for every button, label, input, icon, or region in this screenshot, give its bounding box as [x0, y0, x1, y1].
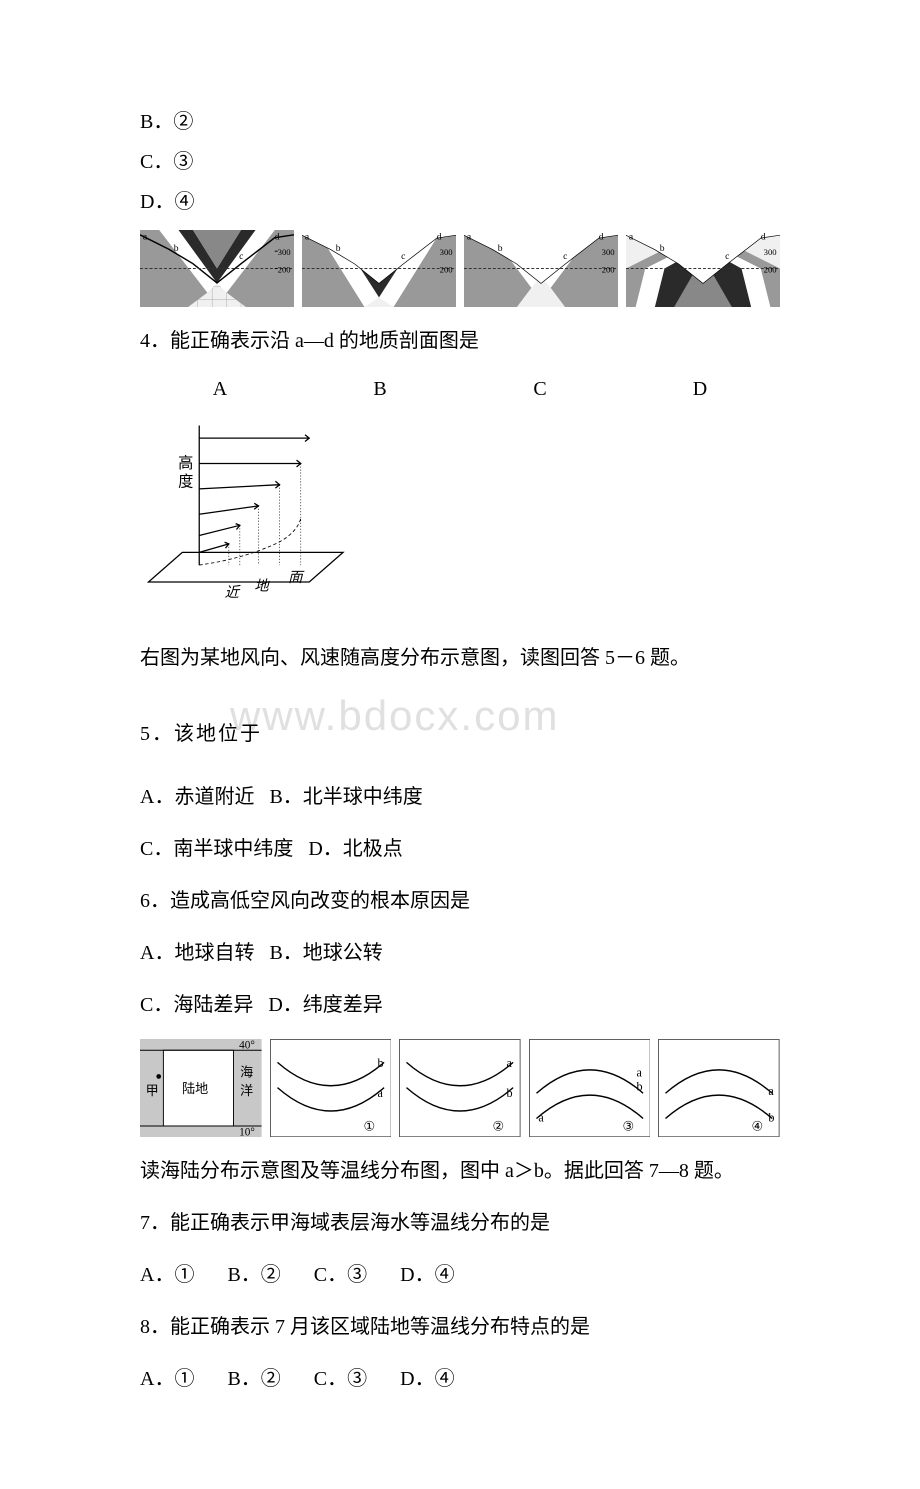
- svg-text:c: c: [239, 251, 243, 262]
- q8-opt-a: A．①: [140, 1368, 194, 1390]
- svg-text:d: d: [599, 232, 604, 243]
- wind-figure-caption: 右图为某地风向、风速随高度分布示意图，读图回答 5－6 题。: [140, 640, 780, 676]
- question-6-stem: 6．造成高低空风向改变的根本原因是: [140, 883, 780, 919]
- svg-text:a: a: [629, 232, 634, 243]
- geology-diagram-4: a b c d 300 200: [626, 230, 780, 307]
- svg-text:a: a: [143, 232, 148, 243]
- q8-opt-b: B．②: [227, 1368, 280, 1390]
- svg-text:近: 近: [225, 584, 242, 601]
- svg-text:a: a: [377, 1086, 383, 1100]
- svg-text:a: a: [538, 1111, 544, 1125]
- svg-text:a: a: [507, 1056, 513, 1070]
- svg-text:高: 高: [178, 455, 193, 472]
- svg-text:d: d: [761, 232, 766, 243]
- answer-option-b: B．②: [140, 104, 780, 140]
- svg-text:d: d: [275, 232, 280, 243]
- q8-opt-c: C．③: [314, 1368, 367, 1390]
- svg-text:洋: 洋: [240, 1083, 253, 1098]
- svg-text:地: 地: [254, 577, 270, 594]
- q6-opt-a: A．地球自转: [140, 942, 254, 964]
- svg-text:200: 200: [278, 264, 291, 274]
- svg-text:面: 面: [288, 570, 305, 586]
- svg-text:300: 300: [278, 247, 291, 257]
- svg-text:d: d: [437, 232, 442, 243]
- q5-opt-d: D．北极点: [308, 838, 402, 860]
- svg-text:200: 200: [764, 264, 777, 274]
- question-8-stem: 8．能正确表示 7 月该区域陆地等温线分布特点的是: [140, 1309, 780, 1345]
- svg-text:b: b: [174, 243, 179, 254]
- q5-options-line2: C．南半球中纬度 D．北极点: [140, 831, 780, 867]
- question-5-stem: 5．该地位于: [140, 723, 262, 745]
- question-7-stem: 7．能正确表示甲海域表层海水等温线分布的是: [140, 1205, 780, 1241]
- isotherm-panel-2: a b ②: [399, 1039, 521, 1137]
- svg-text:a: a: [305, 232, 310, 243]
- q7-opt-b: B．②: [227, 1264, 280, 1286]
- svg-text:度: 度: [178, 473, 193, 490]
- sea-land-map: 甲 陆地 海 洋 40° 10°: [140, 1039, 262, 1137]
- q6-opt-b: B．地球公转: [269, 942, 382, 964]
- svg-text:③: ③: [622, 1119, 634, 1134]
- q7-opt-d: D．④: [400, 1264, 454, 1286]
- svg-text:陆地: 陆地: [182, 1081, 208, 1096]
- isotherm-panel-3: a b a ③: [529, 1039, 651, 1137]
- svg-text:①: ①: [363, 1119, 375, 1134]
- q8-options: A．① B．② C．③ D．④: [140, 1361, 780, 1397]
- answer-option-d: D．④: [140, 184, 780, 220]
- q5-opt-a: A．赤道附近: [140, 786, 254, 808]
- svg-text:④: ④: [752, 1119, 764, 1134]
- svg-text:300: 300: [764, 247, 777, 257]
- answer-option-c: C．③: [140, 144, 780, 180]
- isotherm-panel-4: a b ④: [658, 1039, 780, 1137]
- svg-text:10°: 10°: [239, 1127, 255, 1138]
- question-5-stem-with-watermark: www.bdocx.com 5．该地位于: [140, 688, 780, 764]
- isotherm-row: 甲 陆地 海 洋 40° 10° b a ① a b ②: [140, 1039, 780, 1137]
- geology-diagram-row: a b c d 300 200 a b c d 300 200: [140, 230, 780, 307]
- q5-opt-c: C．南半球中纬度: [140, 838, 293, 860]
- svg-text:b: b: [377, 1056, 383, 1070]
- isotherm-panel-1: b a ①: [270, 1039, 392, 1137]
- q6-options-line2: C．海陆差异 D．纬度差异: [140, 987, 780, 1023]
- q4-label-a: A: [140, 371, 300, 407]
- q4-label-c: C: [460, 371, 620, 407]
- question-4-text: 4．能正确表示沿 a—d 的地质剖面图是: [140, 323, 780, 359]
- svg-text:b: b: [636, 1080, 642, 1094]
- svg-text:b: b: [336, 243, 341, 254]
- wind-height-figure: 高 度 近 地 面: [140, 417, 780, 624]
- q7-opt-a: A．①: [140, 1264, 194, 1286]
- q8-opt-d: D．④: [400, 1368, 454, 1390]
- q4-label-d: D: [620, 371, 780, 407]
- q4-label-b: B: [300, 371, 460, 407]
- svg-text:c: c: [725, 251, 729, 262]
- q5-options-line1: A．赤道附近 B．北半球中纬度: [140, 779, 780, 815]
- svg-text:c: c: [401, 251, 405, 262]
- geology-diagram-2: a b c d 300 200: [302, 230, 456, 307]
- svg-text:b: b: [769, 1111, 775, 1125]
- svg-text:a: a: [636, 1066, 642, 1080]
- q7-options: A．① B．② C．③ D．④: [140, 1257, 780, 1293]
- svg-text:40°: 40°: [239, 1040, 255, 1052]
- svg-text:b: b: [498, 243, 503, 254]
- watermark-text: www.bdocx.com: [230, 678, 559, 754]
- svg-text:②: ②: [493, 1119, 505, 1134]
- geology-diagram-3: a b c d 300 200: [464, 230, 618, 307]
- svg-text:a: a: [769, 1084, 775, 1098]
- svg-text:甲: 甲: [146, 1083, 159, 1098]
- svg-text:海: 海: [240, 1065, 253, 1080]
- q6-opt-c: C．海陆差异: [140, 994, 253, 1016]
- q6-options-line1: A．地球自转 B．地球公转: [140, 935, 780, 971]
- q5-opt-b: B．北半球中纬度: [269, 786, 422, 808]
- svg-text:c: c: [563, 251, 567, 262]
- svg-text:b: b: [507, 1086, 513, 1100]
- geology-diagram-1: a b c d 300 200: [140, 230, 294, 307]
- isotherm-caption: 读海陆分布示意图及等温线分布图，图中 a＞b。据此回答 7—8 题。: [140, 1153, 780, 1189]
- svg-text:300: 300: [602, 247, 615, 257]
- svg-text:200: 200: [602, 264, 615, 274]
- q4-option-labels: A B C D: [140, 371, 780, 407]
- q6-opt-d: D．纬度差异: [268, 994, 382, 1016]
- svg-text:200: 200: [440, 264, 453, 274]
- svg-text:a: a: [467, 232, 472, 243]
- svg-text:300: 300: [440, 247, 453, 257]
- q7-opt-c: C．③: [314, 1264, 367, 1286]
- svg-text:b: b: [660, 243, 665, 254]
